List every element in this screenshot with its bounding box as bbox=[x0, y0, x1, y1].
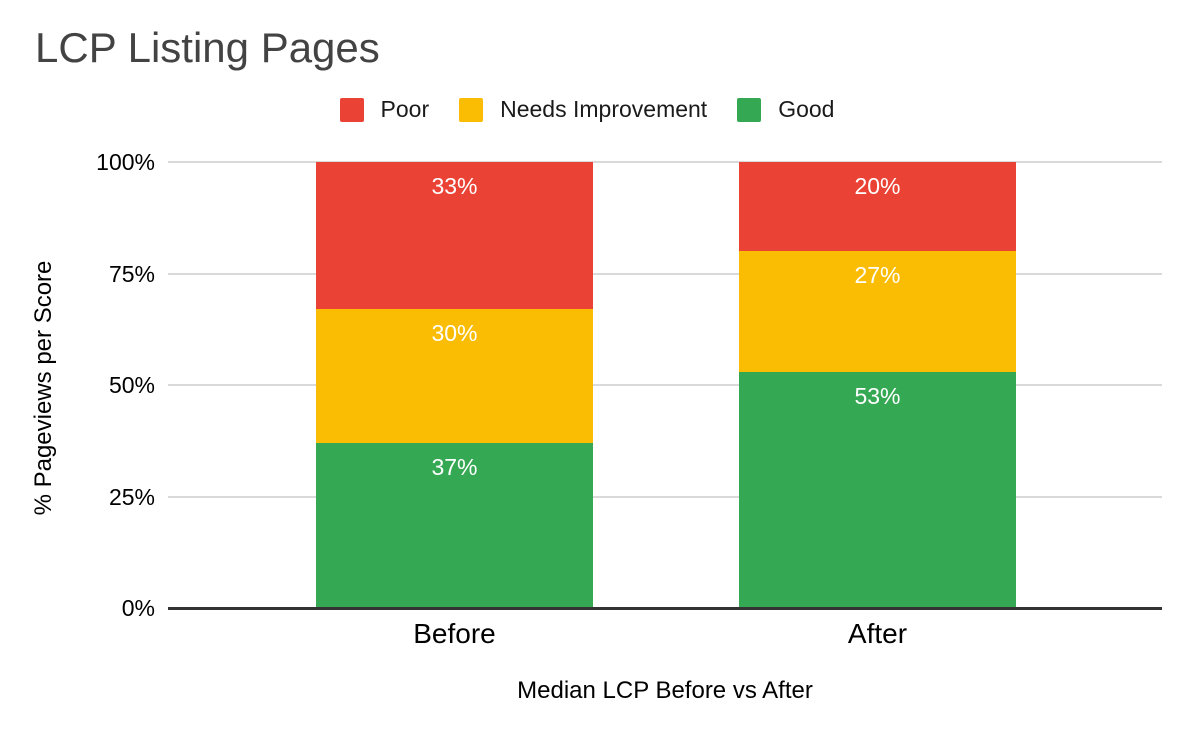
bar-after: 20% 27% 53% bbox=[739, 162, 1016, 608]
bar-segment-good-after: 53% bbox=[739, 371, 1016, 608]
data-label-good-before: 37% bbox=[431, 453, 478, 480]
gridline-75 bbox=[168, 272, 1162, 275]
data-label-needs-improvement-before: 30% bbox=[431, 320, 478, 347]
x-category-label-after: After bbox=[847, 618, 908, 649]
data-label-good-after: 53% bbox=[854, 382, 901, 409]
plot-area: 33% 30% 37% 20% 27% 53% bbox=[168, 161, 1162, 610]
y-tick-label-0: 0% bbox=[121, 595, 155, 621]
bar-segment-needs-improvement-after: 27% bbox=[739, 251, 1016, 372]
x-axis-title: Median LCP Before vs After bbox=[517, 677, 813, 704]
legend-item-good: Good bbox=[737, 96, 834, 123]
bar-segment-poor-before: 33% bbox=[316, 162, 593, 310]
data-label-poor-after: 20% bbox=[854, 173, 901, 199]
data-label-needs-improvement-after: 27% bbox=[854, 262, 901, 289]
y-tick-label-25: 25% bbox=[108, 483, 155, 510]
x-axis-line bbox=[168, 607, 1162, 610]
data-label-poor-before: 33% bbox=[431, 173, 478, 199]
bar-segment-good-before: 37% bbox=[316, 442, 593, 608]
bar-segment-needs-improvement-before: 30% bbox=[316, 309, 593, 443]
legend-swatch-icon bbox=[737, 97, 762, 122]
legend-label: Poor bbox=[380, 96, 430, 122]
gridline-100 bbox=[168, 161, 1162, 163]
legend-item-needs-improvement: Needs Improvement bbox=[459, 96, 707, 123]
y-tick-label-100: 100% bbox=[96, 149, 155, 175]
y-tick-label-50: 50% bbox=[108, 372, 155, 398]
bar-segment-poor-after: 20% bbox=[739, 162, 1016, 252]
legend-swatch-icon bbox=[339, 97, 364, 122]
gridline-25 bbox=[168, 495, 1162, 498]
legend: Poor Needs Improvement Good bbox=[0, 96, 1186, 123]
legend-swatch-icon bbox=[459, 97, 484, 122]
chart-title: LCP Listing Pages bbox=[35, 24, 380, 71]
legend-label: Good bbox=[778, 96, 835, 122]
legend-item-poor: Poor bbox=[339, 96, 430, 123]
bar-before: 33% 30% 37% bbox=[316, 162, 593, 608]
legend-label: Needs Improvement bbox=[500, 96, 708, 122]
y-tick-label-75: 75% bbox=[108, 260, 155, 287]
x-category-label-before: Before bbox=[413, 618, 496, 649]
gridline-50 bbox=[168, 384, 1162, 386]
